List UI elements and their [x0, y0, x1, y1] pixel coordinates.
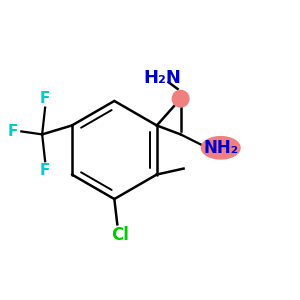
- Text: F: F: [40, 163, 50, 178]
- Text: F: F: [7, 124, 18, 139]
- Ellipse shape: [201, 136, 240, 159]
- Text: F: F: [40, 91, 50, 106]
- Circle shape: [172, 90, 189, 107]
- Text: NH₂: NH₂: [203, 139, 238, 157]
- Text: H₂N: H₂N: [144, 69, 182, 87]
- Text: Cl: Cl: [111, 226, 129, 244]
